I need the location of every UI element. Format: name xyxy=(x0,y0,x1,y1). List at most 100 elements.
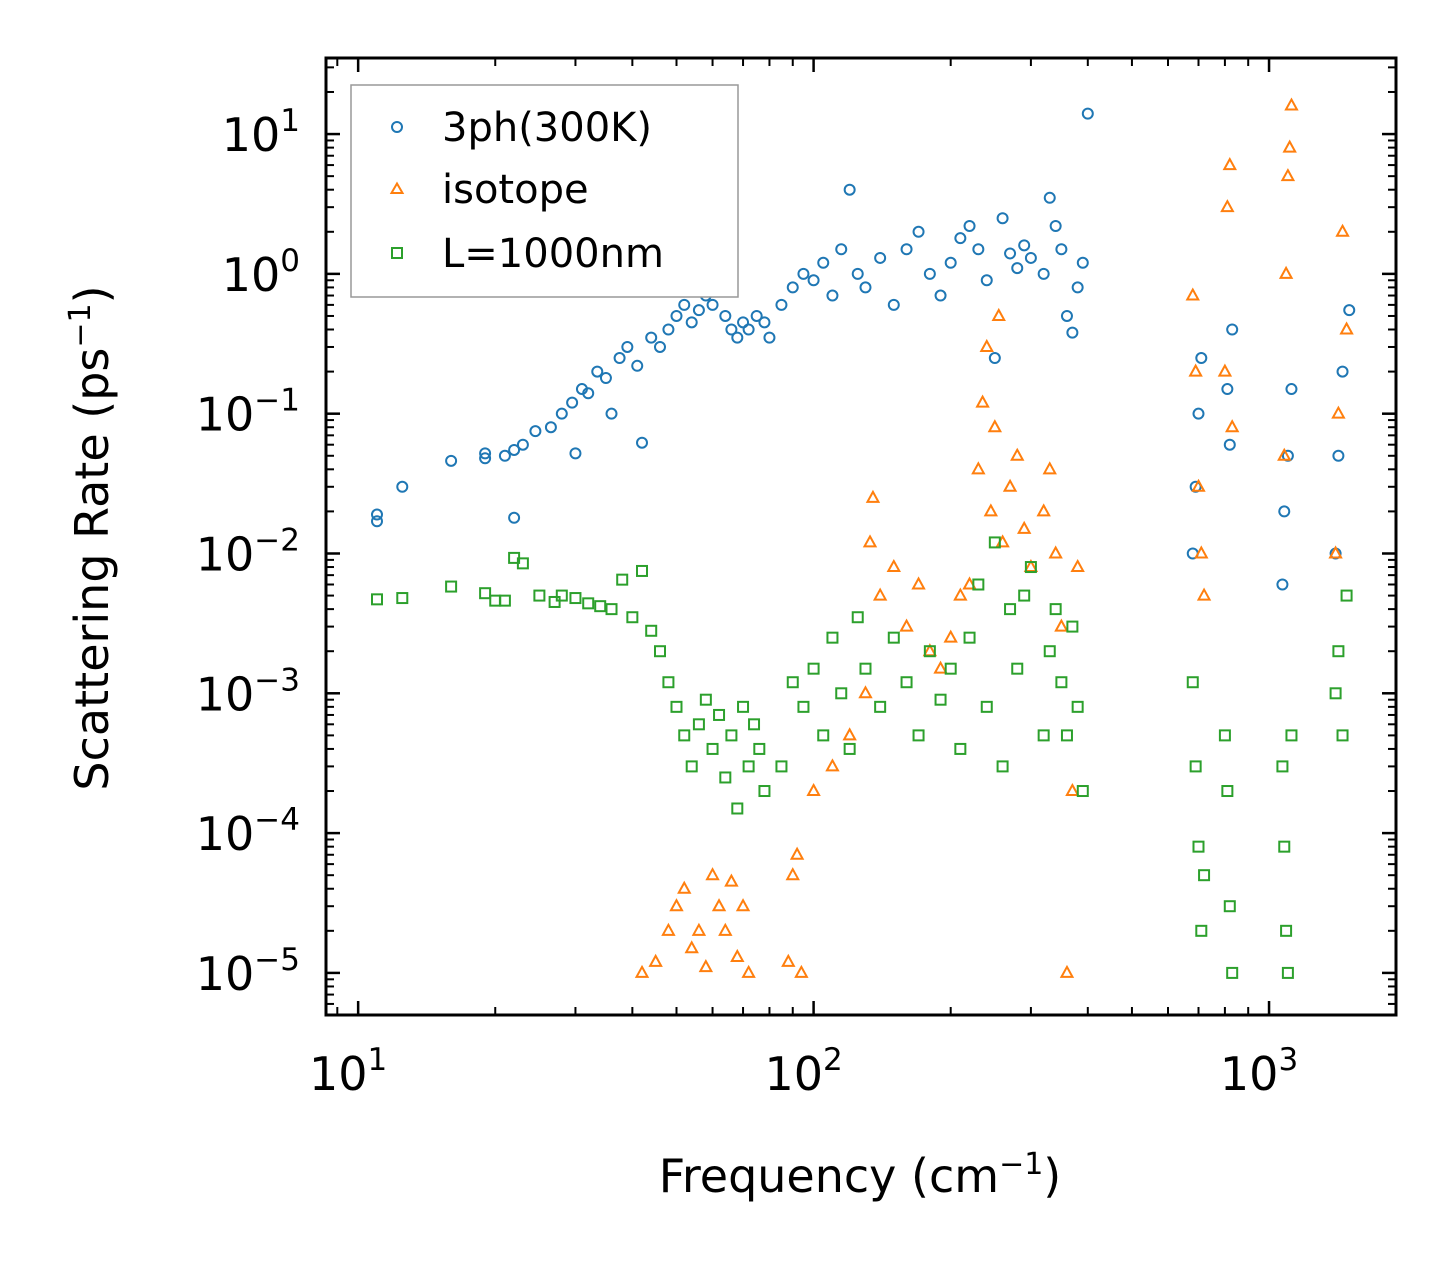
data-point xyxy=(944,662,957,675)
data-point xyxy=(1081,107,1094,120)
data-point xyxy=(711,898,727,912)
data-point xyxy=(498,449,511,462)
data-point xyxy=(1054,618,1069,632)
data-point xyxy=(1186,676,1199,689)
data-point xyxy=(826,289,839,302)
data-point xyxy=(1055,676,1068,689)
data-points-layer xyxy=(370,97,1356,979)
data-point xyxy=(582,597,595,610)
data-point xyxy=(835,687,848,700)
data-point xyxy=(933,660,948,674)
y-axis-title-text: Scattering Rate (ps xyxy=(65,348,119,791)
data-point xyxy=(1226,323,1239,336)
data-point xyxy=(1222,157,1237,171)
legend-marker-boundary xyxy=(391,247,403,259)
data-point xyxy=(662,676,675,689)
data-point xyxy=(912,729,925,742)
x-tick-label: 103 xyxy=(1220,1042,1298,1101)
data-point xyxy=(1332,645,1345,658)
x-axis-title: Frequency (cm−1) xyxy=(659,1147,1062,1203)
data-point xyxy=(806,782,821,797)
data-point xyxy=(781,953,796,967)
data-point xyxy=(1071,700,1084,713)
x-tick-labels: 101 102 103 xyxy=(309,1042,1298,1101)
data-point xyxy=(591,365,604,378)
data-point xyxy=(874,700,887,713)
data-point xyxy=(1328,545,1343,559)
data-point xyxy=(1024,251,1037,264)
data-point xyxy=(706,298,719,311)
data-point xyxy=(1065,782,1080,797)
data-point xyxy=(1059,964,1075,978)
data-point xyxy=(1049,603,1062,616)
data-point xyxy=(851,611,864,624)
data-point xyxy=(685,316,698,329)
data-point xyxy=(1048,545,1063,559)
data-point xyxy=(963,631,976,644)
data-point xyxy=(706,742,719,755)
data-point xyxy=(1343,304,1356,317)
data-point xyxy=(1284,97,1299,111)
data-point xyxy=(705,867,720,881)
data-point xyxy=(555,589,568,602)
data-point xyxy=(670,309,683,322)
data-point xyxy=(1066,620,1079,633)
data-point xyxy=(645,624,658,637)
data-point xyxy=(370,515,383,528)
data-point xyxy=(724,873,739,887)
data-point xyxy=(548,595,561,608)
data-point xyxy=(763,331,776,344)
data-point xyxy=(900,243,913,256)
data-point xyxy=(599,371,612,384)
y-tick-label: 100 xyxy=(222,243,300,302)
data-point xyxy=(1285,383,1298,396)
data-point xyxy=(1060,309,1073,322)
data-point xyxy=(616,573,629,586)
data-point xyxy=(1285,729,1298,742)
data-point xyxy=(653,340,666,353)
data-point xyxy=(370,593,383,606)
data-point xyxy=(1024,561,1037,574)
data-point xyxy=(677,880,692,894)
data-point xyxy=(1278,505,1291,518)
data-point xyxy=(1189,760,1202,773)
data-point xyxy=(713,708,726,721)
data-point xyxy=(370,508,383,521)
data-point xyxy=(731,331,744,344)
data-point xyxy=(692,718,705,731)
data-point xyxy=(613,352,626,365)
data-point xyxy=(899,618,914,632)
data-point xyxy=(975,394,990,408)
data-point xyxy=(1042,461,1057,475)
data-point xyxy=(1194,545,1209,559)
data-point xyxy=(1198,869,1211,882)
data-point xyxy=(1224,419,1240,433)
data-point xyxy=(858,685,873,699)
data-point xyxy=(988,536,1001,549)
data-point xyxy=(636,436,649,449)
data-point xyxy=(719,309,732,322)
data-point xyxy=(817,256,830,269)
data-point xyxy=(934,289,947,302)
data-point xyxy=(1276,760,1289,773)
data-point xyxy=(684,940,699,954)
data-point xyxy=(685,760,698,773)
data-point xyxy=(479,452,492,465)
data-point xyxy=(1195,352,1208,365)
data-point xyxy=(843,742,856,755)
data-point xyxy=(817,729,830,742)
data-point xyxy=(750,309,763,322)
data-point xyxy=(648,953,663,967)
data-point xyxy=(1223,438,1236,451)
data-point xyxy=(737,700,750,713)
data-point xyxy=(758,316,771,329)
data-point xyxy=(835,243,848,256)
data-point xyxy=(859,662,872,675)
data-point xyxy=(742,323,755,336)
data-point xyxy=(943,629,958,643)
x-axis-title-sup: −1 xyxy=(999,1147,1043,1182)
series-0 xyxy=(370,107,1356,591)
y-tick-labels: 10−5 10−4 10−3 10−2 10−1 100 101 xyxy=(196,103,300,1001)
data-point xyxy=(1018,239,1031,252)
data-point xyxy=(1336,729,1349,742)
